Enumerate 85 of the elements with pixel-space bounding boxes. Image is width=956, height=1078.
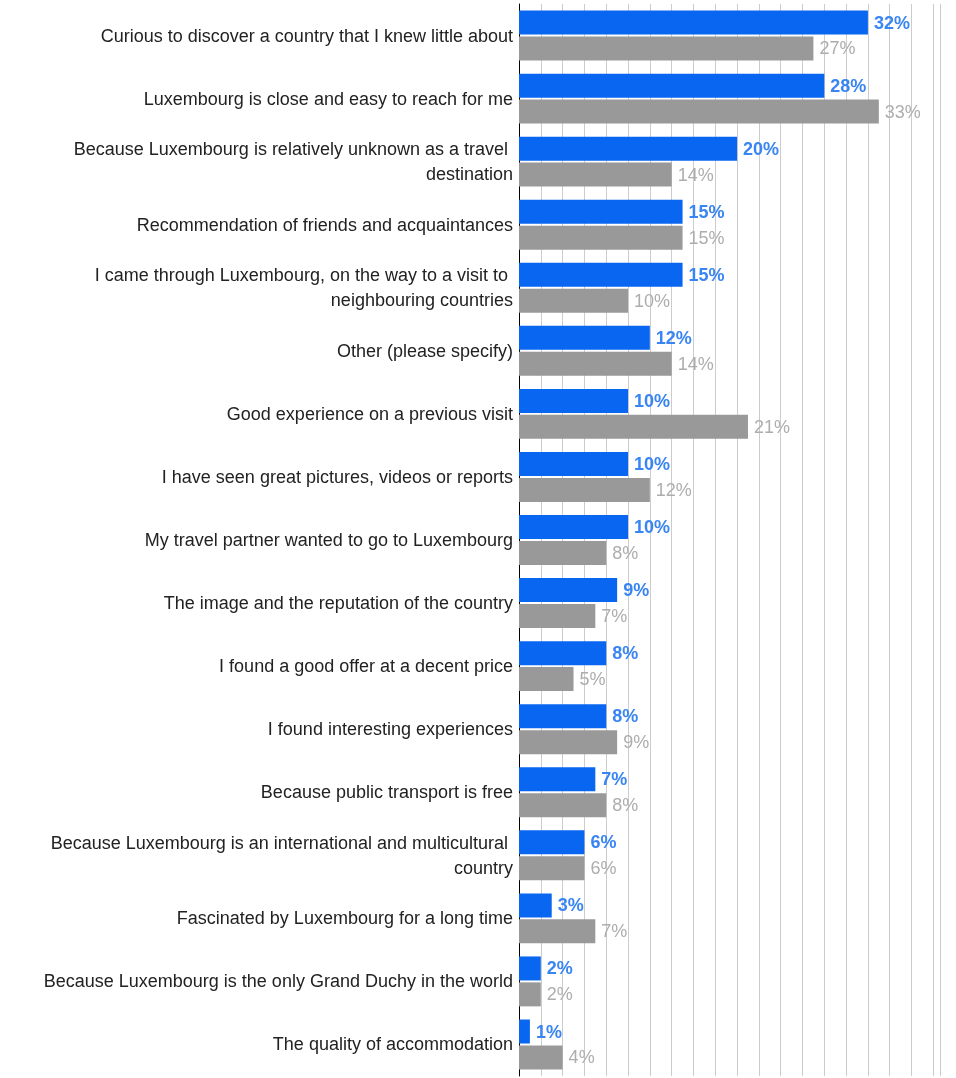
y-tick-label: Curious to discover a country that I knew little about [100,25,513,46]
bar [519,451,629,476]
bar [519,99,879,124]
data-label: 5% [579,669,606,690]
data-label: 1% [535,1021,562,1042]
y-tick-label: The quality of accommodation [272,1034,513,1055]
bar [519,856,585,881]
bar [519,540,607,565]
y-tick-label: Because Luxembourg is an international and multicultural country [50,832,513,878]
bar [519,73,825,98]
bar [519,36,814,61]
bar [519,477,650,502]
data-label: 2% [546,984,573,1005]
bar [519,515,629,540]
data-label: 8% [612,643,639,664]
bar [519,793,607,818]
data-label: 14% [677,353,714,374]
data-label: 9% [623,732,650,753]
bar [519,893,552,918]
y-tick-label: My travel partner wanted to go to Luxembourg [144,530,513,550]
y-tick-label: Because Luxembourg is the only Grand Duchy in the world [43,971,513,992]
data-label: 8% [612,542,639,563]
bar [519,956,541,981]
y-tick-label: The image and the reputation of the country [163,593,513,614]
data-label: 28% [830,75,867,96]
data-label: 7% [601,769,628,790]
bar [519,288,629,313]
bar [519,730,618,755]
bar [519,225,683,250]
bar [519,767,596,792]
y-tick-label: Because Luxembourg is relatively unknown as a travel destination [73,139,513,185]
data-label: 8% [612,706,639,727]
data-label: 8% [612,795,639,816]
bar [519,982,541,1007]
bar [519,325,650,350]
data-label: 4% [568,1047,595,1068]
bar [519,199,683,224]
bar [519,704,607,729]
y-tick-label: Because public transport is free [260,782,513,803]
data-label: 6% [590,858,617,879]
data-label: 9% [623,580,650,601]
bar [519,414,748,439]
data-label: 14% [677,164,714,185]
y-tick-label: I found interesting experiences [267,719,513,740]
bar [519,830,585,855]
bar [519,578,618,603]
data-label: 15% [688,227,725,248]
bar [519,162,672,187]
bar [519,351,672,376]
data-label: 32% [873,12,910,33]
data-label: 6% [590,832,617,853]
y-tick-label: I came through Luxembourg, on the way to a visit to neighbouring countries [94,265,513,311]
bar [519,604,596,629]
data-label: 33% [884,101,921,122]
y-tick-label: I found a good offer at a decent price [219,656,513,677]
data-label: 12% [655,327,692,348]
data-label: 15% [688,201,725,222]
y-tick-label: I have seen great pictures, videos or reports [161,466,513,487]
data-label: 7% [601,606,628,627]
bar [519,10,868,35]
data-label: 3% [557,895,584,916]
y-tick-label: Luxembourg is close and easy to reach for me [143,88,513,109]
data-label: 21% [753,416,791,437]
y-tick-label: Recommendation of friends and acquaintances [136,214,513,235]
bar [519,136,738,161]
data-label: 20% [743,138,780,159]
data-label: 10% [634,290,671,311]
bar [519,641,607,666]
y-tick-label: Good experience on a previous visit [226,403,513,424]
data-label: 2% [546,958,573,979]
data-label: 12% [655,479,692,500]
data-label: 27% [819,38,856,59]
data-label: 10% [634,390,671,411]
data-label: 15% [688,264,725,285]
bar [519,667,574,692]
y-tick-label: Fascinated by Luxembourg for a long time [176,908,513,929]
data-label: 10% [634,453,671,474]
bar [519,388,629,413]
bar [519,919,596,944]
data-label: 7% [601,921,628,942]
data-label: 10% [634,517,671,538]
bar [519,1045,563,1070]
bar [519,1019,530,1044]
bar [519,262,683,287]
y-tick-label: Other (please specify) [336,340,513,361]
